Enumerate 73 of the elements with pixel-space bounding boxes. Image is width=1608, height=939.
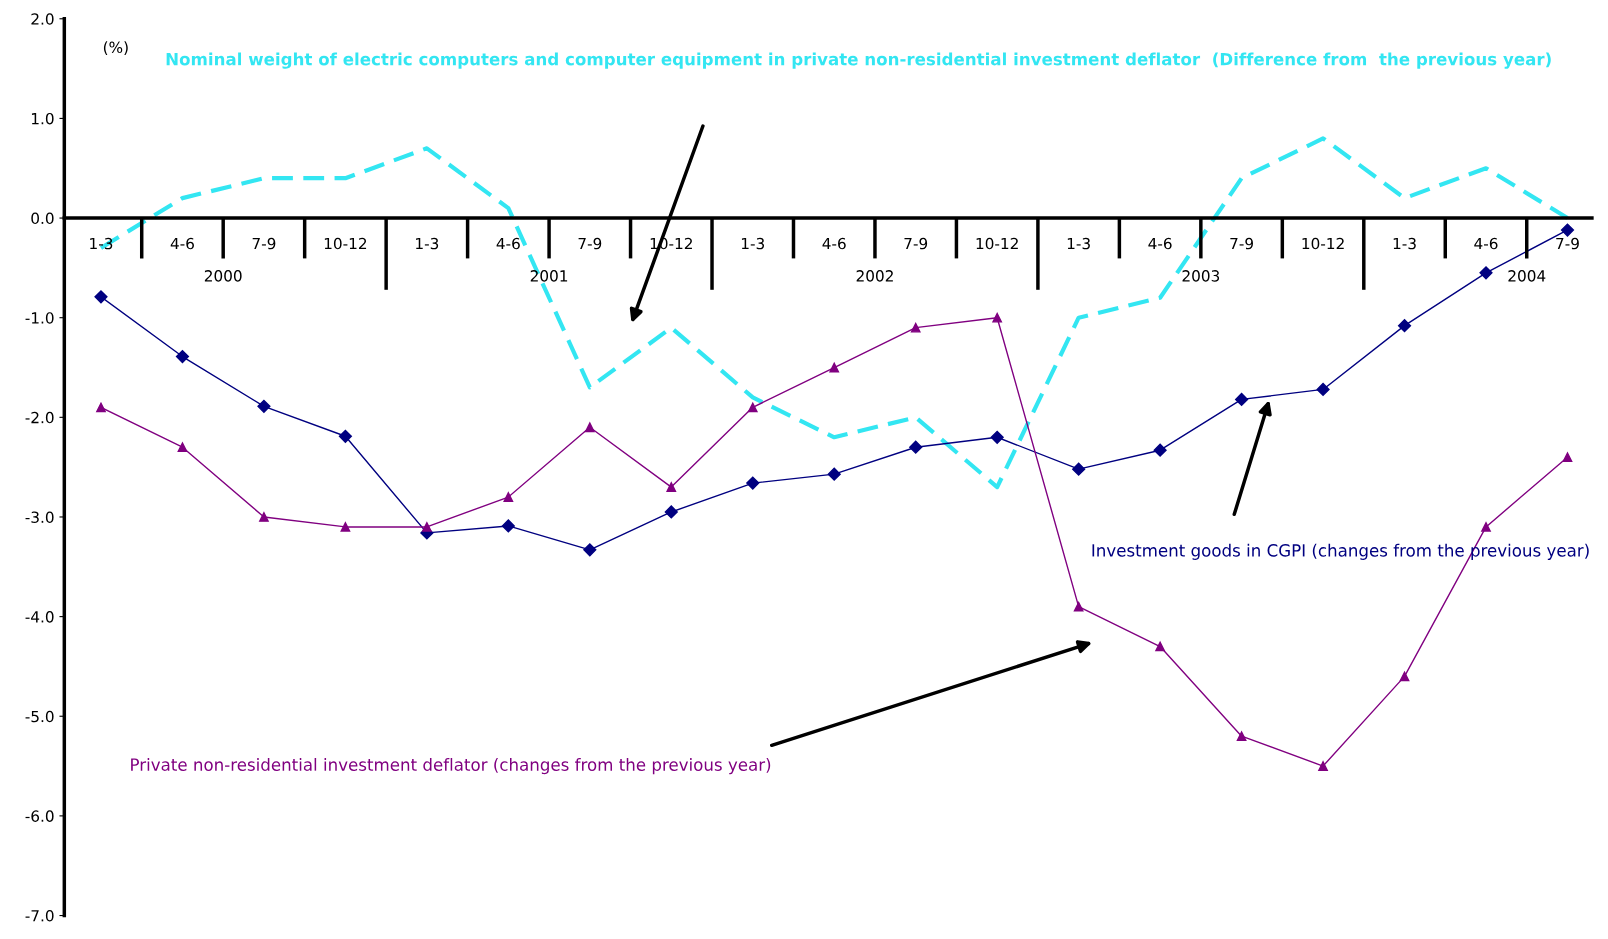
- point: [1236, 731, 1247, 742]
- point: [1481, 522, 1491, 532]
- x-tick-label: 7-9: [1230, 237, 1253, 250]
- text: Private non-residential investment deflator (changes from the previous year): [131, 758, 771, 775]
- y-tick-label: -1.0: [25, 312, 54, 324]
- x-tick-label: 10-12: [976, 237, 1018, 250]
- y-tick-label: 0.0: [31, 212, 54, 225]
- x-tick-label: 7-9: [252, 237, 276, 250]
- x-tick-label: 4-6: [170, 237, 194, 250]
- point: [177, 442, 188, 453]
- annotation: 2001: [530, 270, 568, 282]
- point: [1153, 443, 1167, 457]
- point: [910, 322, 921, 333]
- point: [175, 349, 190, 364]
- y-tick-label: -6.0: [25, 810, 54, 822]
- point: [94, 290, 108, 304]
- point: [747, 402, 758, 413]
- y-tick-label: -5.0: [25, 710, 54, 723]
- x-tick-label: 4-6: [822, 237, 846, 250]
- point: [259, 512, 269, 522]
- point: [583, 543, 597, 557]
- point: [584, 422, 595, 433]
- point: [1235, 392, 1249, 406]
- point: [1562, 452, 1573, 463]
- x-tick-label: 10-12: [1302, 237, 1344, 250]
- point: [503, 492, 514, 502]
- annotation: 2003: [1182, 270, 1220, 282]
- point: [1399, 671, 1410, 682]
- text: Nominal weight of electric computers and computer equipment in private non-residential investment deflator (Difference from the previous year): [166, 52, 1551, 69]
- annotation: 2000: [204, 270, 242, 282]
- y-tick-label: 2.0: [31, 13, 54, 25]
- x-tick-label: 7-9: [1556, 237, 1579, 250]
- x-tick-label: 1-3: [1393, 237, 1416, 250]
- y-tick-label: -7.0: [25, 909, 54, 922]
- point: [992, 312, 1003, 323]
- point: [340, 522, 351, 532]
- y-tick-label: -2.0: [25, 411, 54, 424]
- point: [1155, 641, 1165, 652]
- x-tick-label: 7-9: [904, 237, 928, 250]
- point: [96, 402, 106, 413]
- x-tick-label: 1-3: [1067, 237, 1090, 250]
- text: Investment goods in CGPI (changes from the previous year): [1092, 543, 1589, 560]
- point: [990, 430, 1004, 444]
- y-axis-title: (%): [103, 41, 128, 55]
- point: [1560, 223, 1575, 237]
- x-tick-label: 7-9: [578, 237, 602, 250]
- point: [501, 519, 515, 533]
- point: [1479, 266, 1493, 280]
- y-tick-label: -3.0: [25, 511, 54, 523]
- point: [1318, 761, 1328, 771]
- point: [664, 505, 678, 519]
- point: [422, 522, 432, 532]
- y-tick-label: -4.0: [25, 611, 54, 623]
- annotation: 2002: [856, 270, 893, 282]
- point: [666, 482, 677, 492]
- point: [1072, 462, 1086, 476]
- point: [829, 362, 840, 373]
- x-tick-label: 4-6: [1474, 237, 1498, 250]
- point: [1316, 382, 1330, 397]
- x-tick-label: 1-3: [416, 237, 439, 250]
- point: [746, 476, 760, 490]
- point: [1397, 319, 1412, 333]
- point: [1073, 601, 1084, 612]
- x-tick-label: 4-6: [496, 237, 520, 250]
- x-tick-label: 10-12: [324, 237, 367, 250]
- point: [338, 429, 352, 443]
- point: [909, 440, 923, 454]
- annotation: 2004: [1508, 270, 1546, 282]
- point: [827, 467, 841, 481]
- x-tick-label: 4-6: [1148, 237, 1172, 250]
- x-tick-label: 1-3: [741, 237, 765, 250]
- point: [257, 399, 271, 413]
- y-tick-label: 1.0: [31, 112, 54, 125]
